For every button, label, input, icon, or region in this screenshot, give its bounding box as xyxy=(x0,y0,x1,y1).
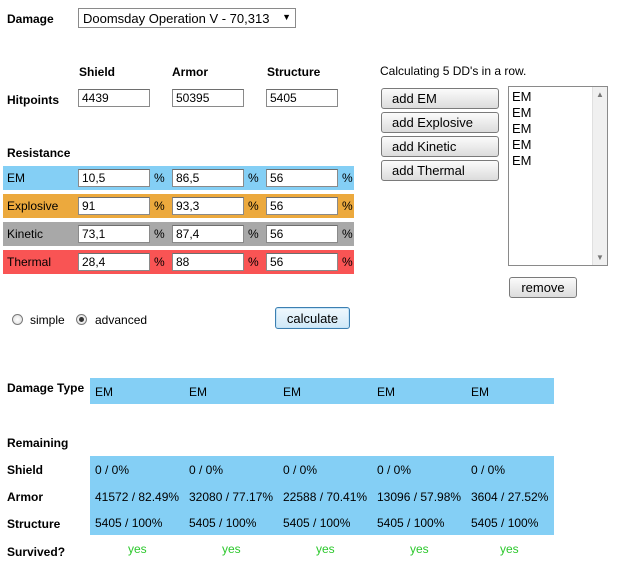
armor-header: Armor xyxy=(172,65,209,79)
remove-button[interactable]: remove xyxy=(509,277,577,298)
armor-row-label: Armor xyxy=(7,490,44,504)
percent-sign: % xyxy=(342,171,353,185)
shield-row-label: Shield xyxy=(7,463,44,477)
add-thermal-button[interactable]: add Thermal xyxy=(381,160,499,181)
thermal-armor-input[interactable]: 88 xyxy=(172,253,244,271)
damage-select-value: Doomsday Operation V - 70,313 xyxy=(83,11,270,26)
survived-cell: yes xyxy=(316,542,335,556)
shield-cell: 0 / 0% xyxy=(471,463,506,477)
thermal-shield-input[interactable]: 28,4 xyxy=(78,253,150,271)
damage-type-cell: EM xyxy=(283,385,301,399)
shield-cell: 0 / 0% xyxy=(283,463,318,477)
remaining-label: Remaining xyxy=(7,436,69,450)
kinetic-armor-input[interactable]: 87,4 xyxy=(172,225,244,243)
shield-header: Shield xyxy=(79,65,116,79)
structure-row-label: Structure xyxy=(7,517,61,531)
structure-cell: 5405 / 100% xyxy=(95,516,163,530)
resist-row-label: EM xyxy=(7,171,25,185)
shield-hp-input[interactable]: 4439 xyxy=(78,89,150,107)
structure-header: Structure xyxy=(267,65,321,79)
armor-cell: 13096 / 57.98% xyxy=(377,490,462,504)
survived-cell: yes xyxy=(500,542,519,556)
damage-type-cell: EM xyxy=(95,385,113,399)
resist-row-label: Explosive xyxy=(7,199,59,213)
list-item[interactable]: EM xyxy=(512,121,532,136)
add-em-button[interactable]: add EM xyxy=(381,88,499,109)
armor-cell: 32080 / 77.17% xyxy=(189,490,274,504)
structure-cell: 5405 / 100% xyxy=(283,516,351,530)
list-item[interactable]: EM xyxy=(512,153,532,168)
percent-sign: % xyxy=(248,199,259,213)
resist-row-kinetic: Kinetic 73,1 % 87,4 % 56 % xyxy=(3,222,354,246)
structure-cell: 5405 / 100% xyxy=(189,516,257,530)
kinetic-structure-input[interactable]: 56 xyxy=(266,225,338,243)
percent-sign: % xyxy=(248,255,259,269)
damage-type-band xyxy=(90,378,554,404)
survived-cell: yes xyxy=(222,542,241,556)
dd-list[interactable]: EM EM EM EM EM ▲ ▼ xyxy=(508,86,608,266)
chevron-down-icon: ▼ xyxy=(282,12,291,22)
resist-row-label: Thermal xyxy=(7,255,52,269)
list-item[interactable]: EM xyxy=(512,105,532,120)
advanced-label: advanced xyxy=(95,313,148,327)
shield-cell: 0 / 0% xyxy=(377,463,412,477)
structure-cell: 5405 / 100% xyxy=(377,516,445,530)
percent-sign: % xyxy=(154,171,165,185)
damage-type-cell: EM xyxy=(471,385,489,399)
em-shield-input[interactable]: 10,5 xyxy=(78,169,150,187)
damage-label: Damage xyxy=(7,12,54,26)
add-explosive-button[interactable]: add Explosive xyxy=(381,112,499,133)
resistance-label: Resistance xyxy=(7,146,71,160)
advanced-radio[interactable] xyxy=(76,314,87,325)
list-item[interactable]: EM xyxy=(512,89,532,104)
damage-select[interactable]: Doomsday Operation V - 70,313 ▼ xyxy=(78,8,296,28)
percent-sign: % xyxy=(342,227,353,241)
explosive-shield-input[interactable]: 91 xyxy=(78,197,150,215)
explosive-structure-input[interactable]: 56 xyxy=(266,197,338,215)
kinetic-shield-input[interactable]: 73,1 xyxy=(78,225,150,243)
resist-row-label: Kinetic xyxy=(7,227,44,241)
armor-cell: 22588 / 70.41% xyxy=(283,490,368,504)
structure-cell: 5405 / 100% xyxy=(471,516,539,530)
calculate-button[interactable]: calculate xyxy=(275,307,350,329)
em-armor-input[interactable]: 86,5 xyxy=(172,169,244,187)
percent-sign: % xyxy=(154,255,165,269)
damage-type-cell: EM xyxy=(377,385,395,399)
hitpoints-label: Hitpoints xyxy=(7,93,59,107)
armor-cell: 41572 / 82.49% xyxy=(95,490,180,504)
armor-cell: 3604 / 27.52% xyxy=(471,490,549,504)
add-kinetic-button[interactable]: add Kinetic xyxy=(381,136,499,157)
armor-hp-input[interactable]: 50395 xyxy=(172,89,244,107)
resist-row-thermal: Thermal 28,4 % 88 % 56 % xyxy=(3,250,354,274)
scroll-up-icon[interactable]: ▲ xyxy=(596,90,604,99)
damage-type-cell: EM xyxy=(189,385,207,399)
explosive-armor-input[interactable]: 93,3 xyxy=(172,197,244,215)
percent-sign: % xyxy=(154,199,165,213)
resist-row-explosive: Explosive 91 % 93,3 % 56 % xyxy=(3,194,354,218)
percent-sign: % xyxy=(154,227,165,241)
simple-radio[interactable] xyxy=(12,314,23,325)
thermal-structure-input[interactable]: 56 xyxy=(266,253,338,271)
survived-cell: yes xyxy=(410,542,429,556)
em-structure-input[interactable]: 56 xyxy=(266,169,338,187)
dd-caption: Calculating 5 DD's in a row. xyxy=(380,64,527,78)
resist-row-em: EM 10,5 % 86,5 % 56 % xyxy=(3,166,354,190)
shield-cell: 0 / 0% xyxy=(189,463,224,477)
remaining-band xyxy=(90,456,554,535)
simple-label: simple xyxy=(30,313,65,327)
structure-hp-input[interactable]: 5405 xyxy=(266,89,338,107)
percent-sign: % xyxy=(342,255,353,269)
percent-sign: % xyxy=(248,171,259,185)
survived-label: Survived? xyxy=(7,545,66,559)
scroll-down-icon[interactable]: ▼ xyxy=(596,253,604,262)
survived-cell: yes xyxy=(128,542,147,556)
percent-sign: % xyxy=(248,227,259,241)
list-item[interactable]: EM xyxy=(512,137,532,152)
shield-cell: 0 / 0% xyxy=(95,463,130,477)
damage-type-label: Damage Type xyxy=(7,381,85,395)
percent-sign: % xyxy=(342,199,353,213)
list-scrollbar[interactable]: ▲ ▼ xyxy=(592,87,607,265)
